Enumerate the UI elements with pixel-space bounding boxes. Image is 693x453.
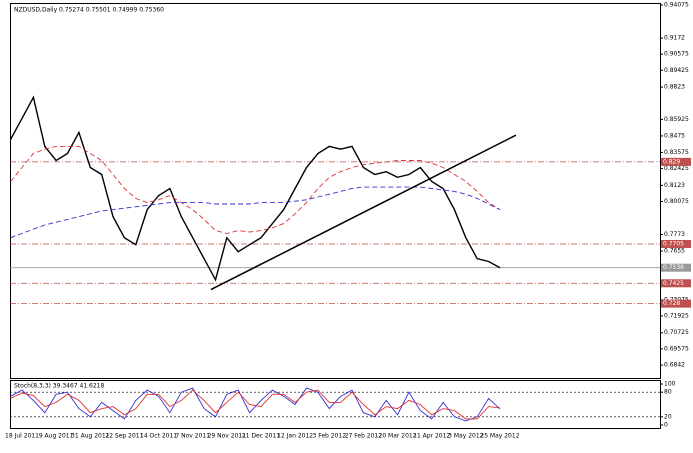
- main-frame: [10, 3, 661, 379]
- y-tick-label: 0: [664, 422, 668, 429]
- x-tick-label: 11 Apr 2012: [413, 433, 450, 440]
- y-tick-label: 0.83575: [664, 149, 689, 156]
- x-tick-label: 18 Jul 2011: [5, 433, 39, 440]
- y-tick-label: 0.90575: [664, 51, 689, 58]
- y-tick-label: 100: [664, 381, 676, 388]
- x-tick-label: 20 Mar 2012: [379, 433, 417, 440]
- stoch-title: Stoch(8,3,3) 39.3467 41.6218: [14, 383, 105, 390]
- x-tick-label: 31 Aug 2011: [71, 433, 110, 440]
- level-label: 0.7705: [663, 240, 684, 247]
- series-line: [10, 186, 501, 239]
- y-tick-label: 20: [664, 413, 672, 420]
- level-label: 0.728: [663, 300, 680, 307]
- level-box: [661, 279, 691, 288]
- series-line: [9, 95, 501, 282]
- y-tick-label: 0.8475: [664, 132, 685, 139]
- level-label: 0.7536: [663, 264, 684, 271]
- x-tick-label: 7 Nov 2011: [175, 433, 210, 440]
- series-line: [10, 145, 501, 234]
- x-tick-label: 21 Dec 2011: [242, 433, 281, 440]
- x-tick-label: 3 May 2012: [448, 433, 483, 440]
- level-box: [661, 157, 691, 166]
- x-tick-label: 22 Sep 2011: [105, 433, 143, 440]
- chart-title: NZDUSD,Daily 0.75274 0.75501 0.74999 0.7…: [14, 7, 164, 14]
- x-tick-label: 29 Nov 2011: [208, 433, 247, 440]
- x-tick-label: 12 Jan 2012: [277, 433, 313, 440]
- stoch-frame: [10, 380, 661, 429]
- y-tick-label: 0.71925: [664, 312, 689, 319]
- series-line: [10, 389, 501, 420]
- y-tick-label: 0.89425: [664, 67, 689, 74]
- y-tick-label: 0.94075: [664, 2, 689, 9]
- y-tick-label: 0.7655: [664, 247, 685, 254]
- trendline: [210, 134, 517, 291]
- y-tick-label: 0.82425: [664, 165, 689, 172]
- y-tick-label: 0.9172: [664, 35, 685, 42]
- x-tick-label: 3 Feb 2012: [312, 433, 346, 440]
- level-label: 0.829: [663, 158, 680, 165]
- level-label: 0.7425: [663, 280, 684, 287]
- level-box: [661, 239, 691, 248]
- y-tick-label: 80: [664, 389, 672, 396]
- x-tick-label: 9 Aug 2011: [39, 433, 74, 440]
- y-tick-label: 0.80075: [664, 198, 689, 205]
- y-tick-label: 0.69575: [664, 345, 689, 352]
- x-tick-label: 27 Feb 2012: [345, 433, 383, 440]
- y-tick-label: 0.85925: [664, 116, 689, 123]
- y-tick-label: 0.7773: [664, 231, 685, 238]
- x-tick-label: 25 May 2012: [480, 433, 519, 440]
- y-tick-label: 0.6842: [664, 362, 685, 369]
- y-tick-label: 0.8823: [664, 84, 685, 91]
- x-tick-label: 14 Oct 2011: [140, 433, 177, 440]
- y-tick-label: 0.8123: [664, 182, 685, 189]
- level-box: [661, 299, 691, 308]
- level-box: [661, 263, 691, 272]
- y-tick-label: 0.70725: [664, 329, 689, 336]
- series-line: [10, 387, 501, 422]
